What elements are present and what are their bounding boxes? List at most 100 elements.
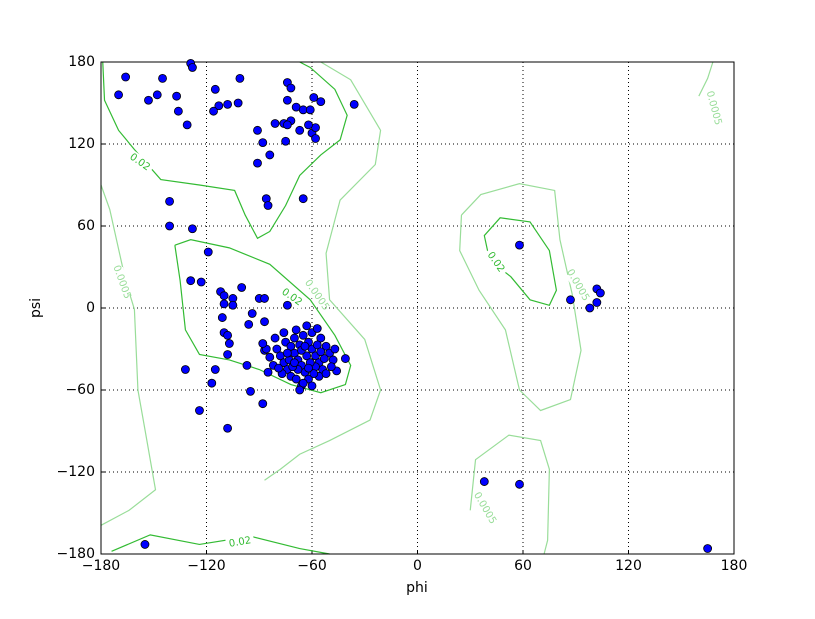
point xyxy=(321,369,331,379)
point xyxy=(274,363,283,373)
contour-label-bg xyxy=(111,266,133,298)
point xyxy=(286,341,296,351)
point xyxy=(265,150,275,160)
point xyxy=(246,386,255,396)
point xyxy=(321,341,331,351)
point xyxy=(479,477,489,486)
point xyxy=(291,325,301,335)
point xyxy=(349,99,359,109)
point xyxy=(312,324,322,333)
point xyxy=(140,540,150,549)
contour-line xyxy=(111,534,330,555)
point xyxy=(304,363,313,373)
point xyxy=(260,294,269,303)
point xyxy=(210,365,220,374)
point xyxy=(253,158,262,168)
point xyxy=(282,120,292,130)
point xyxy=(319,354,329,363)
point xyxy=(270,119,280,128)
contour-label-bg xyxy=(472,492,498,524)
point xyxy=(585,303,595,313)
point xyxy=(203,247,213,257)
point xyxy=(330,344,340,354)
x-tick-label: 0 xyxy=(413,558,422,574)
point xyxy=(282,348,292,358)
point xyxy=(298,194,308,204)
point xyxy=(595,288,605,298)
point xyxy=(566,295,575,305)
point xyxy=(265,352,275,362)
point xyxy=(244,319,254,329)
contour-line xyxy=(469,434,550,555)
contour-label-bg xyxy=(704,92,724,124)
point xyxy=(291,374,301,384)
point xyxy=(223,99,233,109)
point xyxy=(260,317,269,327)
contour-line xyxy=(698,61,714,97)
point xyxy=(270,333,280,343)
point xyxy=(258,339,268,348)
point xyxy=(180,365,190,374)
y-axis-label: psi xyxy=(28,298,44,318)
y-tick-label: −120 xyxy=(57,464,95,480)
point xyxy=(121,72,131,82)
point xyxy=(316,347,326,357)
point xyxy=(282,300,292,310)
contour-label-bg xyxy=(125,149,155,175)
point xyxy=(172,91,182,101)
y-tick-label: 0 xyxy=(86,300,95,316)
point xyxy=(316,333,326,343)
point xyxy=(515,240,524,250)
contour-label-bg xyxy=(304,280,330,310)
contour-label-bg xyxy=(225,533,255,551)
point xyxy=(258,399,268,409)
y-tick-label: 120 xyxy=(68,136,95,152)
point xyxy=(311,134,320,143)
point xyxy=(279,328,289,338)
point xyxy=(228,300,238,310)
point xyxy=(341,354,350,363)
point xyxy=(263,367,273,377)
point xyxy=(195,406,204,415)
point xyxy=(302,321,312,331)
x-tick-label: 180 xyxy=(721,558,748,574)
y-tick-label: −180 xyxy=(57,546,95,562)
point xyxy=(263,201,273,210)
plot-frame xyxy=(100,61,735,555)
contour-label: 0.02 xyxy=(228,535,252,550)
point xyxy=(207,378,217,388)
x-tick-label: −120 xyxy=(187,558,225,574)
point xyxy=(182,120,192,130)
point xyxy=(237,283,247,292)
point xyxy=(152,90,162,100)
point xyxy=(214,101,224,111)
y-tick-label: 60 xyxy=(77,218,95,234)
point xyxy=(219,291,229,301)
contour-label: 0.0005 xyxy=(704,90,724,127)
point xyxy=(272,344,282,354)
point xyxy=(295,385,305,395)
x-tick-label: 120 xyxy=(615,558,642,574)
point xyxy=(515,479,524,489)
point xyxy=(592,298,602,307)
point xyxy=(210,84,220,94)
point xyxy=(295,125,305,135)
point xyxy=(290,358,299,368)
point xyxy=(165,221,174,231)
point xyxy=(305,105,315,115)
point xyxy=(307,381,317,391)
point xyxy=(286,83,296,93)
contour-label: 0.0005 xyxy=(110,264,132,301)
point xyxy=(209,106,218,116)
point xyxy=(300,341,310,351)
point xyxy=(233,98,243,108)
point xyxy=(173,106,183,116)
contour-line xyxy=(483,217,558,306)
point xyxy=(188,224,197,234)
point xyxy=(224,339,234,348)
contour-line xyxy=(102,61,348,240)
point xyxy=(186,276,196,286)
point xyxy=(309,369,319,379)
point xyxy=(196,277,206,287)
